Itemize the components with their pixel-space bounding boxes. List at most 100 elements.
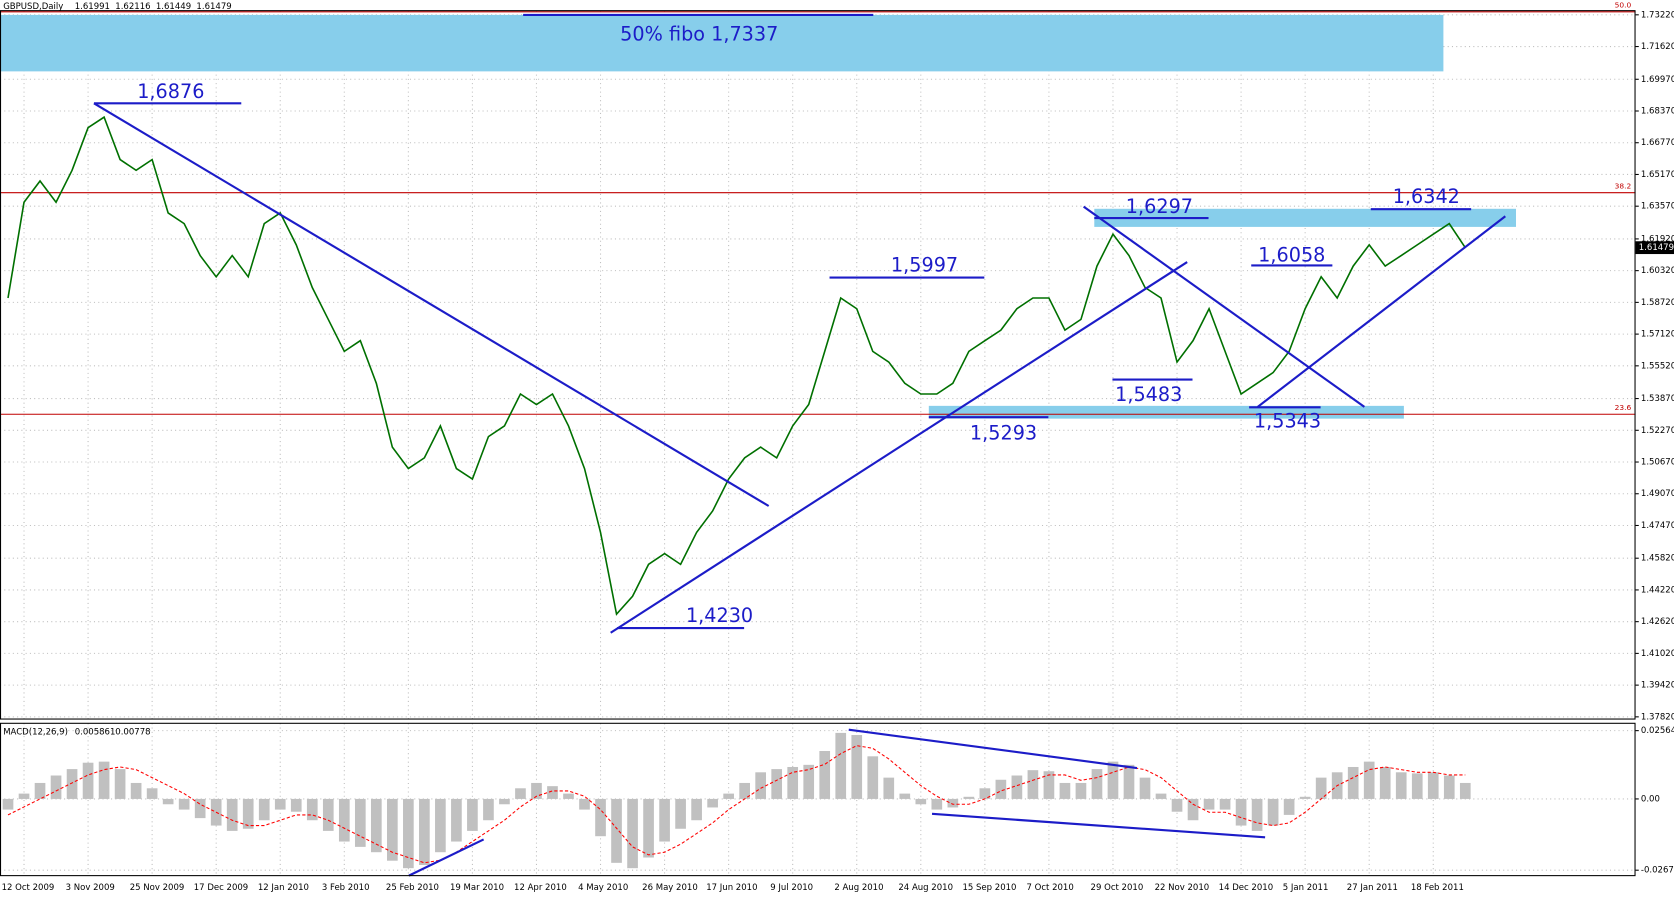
price-level-label: 1,5997 xyxy=(891,253,958,276)
macd-bar xyxy=(483,798,494,821)
x-tick-label: 12 Apr 2010 xyxy=(514,883,567,893)
macd-bar xyxy=(611,798,622,863)
macd-bar xyxy=(34,782,46,799)
macd-bar xyxy=(274,798,286,810)
macd-bar xyxy=(1027,770,1039,799)
price-level-label: 1,6876 xyxy=(137,80,204,103)
macd-bar xyxy=(258,798,270,821)
x-tick-label: 4 May 2010 xyxy=(578,883,628,893)
macd-bar xyxy=(82,762,94,799)
y-tick-label: 1.41020 xyxy=(1641,649,1674,659)
y-tick-label: 1.60320 xyxy=(1641,266,1674,276)
y-tick-label: 1.57120 xyxy=(1641,330,1674,340)
macd-bar xyxy=(435,798,446,853)
trend-line xyxy=(408,838,485,877)
macd-bar xyxy=(995,779,1007,799)
macd-bar xyxy=(755,772,767,799)
macd-title: MACD(12,26,9) xyxy=(3,727,68,737)
macd-bar xyxy=(1171,798,1183,812)
y-tick-label: 1.49070 xyxy=(1641,489,1674,499)
macd-bar xyxy=(1395,772,1407,799)
macd-bar xyxy=(1363,761,1375,799)
macd-bar xyxy=(1219,798,1231,810)
fibo-label: 38.2 xyxy=(1615,181,1632,190)
y-tick-label: 1.66770 xyxy=(1641,138,1674,148)
macd-bar xyxy=(1091,769,1103,799)
trend-lines xyxy=(93,102,1506,877)
macd-bar xyxy=(1267,798,1279,826)
x-tick-label: 19 Mar 2010 xyxy=(450,883,504,893)
y-tick-label: 1.55520 xyxy=(1641,361,1674,371)
macd-bar xyxy=(114,769,126,799)
macd-bar xyxy=(419,798,430,865)
macd-bar xyxy=(563,793,574,799)
macd-bar xyxy=(322,798,334,831)
x-tick-label: 18 Feb 2011 xyxy=(1411,883,1464,893)
trend-line xyxy=(93,102,770,507)
x-tick-label: 17 Jun 2010 xyxy=(706,883,757,893)
macd-bar xyxy=(130,782,142,799)
x-tick-label: 3 Feb 2010 xyxy=(322,883,370,893)
high: 1.62116 xyxy=(115,2,150,12)
y-tick-label: 1.69970 xyxy=(1641,75,1674,85)
macd-bar xyxy=(1011,775,1023,799)
y-tick-label: 1.58720 xyxy=(1641,298,1674,308)
macd-bar xyxy=(1251,798,1263,831)
trend-line xyxy=(1256,215,1506,408)
macd-bar xyxy=(659,798,670,842)
macd-bar xyxy=(403,798,414,869)
x-tick-label: 26 May 2010 xyxy=(642,883,698,893)
macd-bar xyxy=(675,798,686,829)
macd-bar xyxy=(1347,766,1359,799)
open: 1.61991 xyxy=(75,2,110,12)
macd-bar xyxy=(290,798,302,812)
macd-bar xyxy=(354,798,366,847)
macd-bar xyxy=(515,788,526,799)
y-tick-label: 1.47470 xyxy=(1641,521,1674,531)
macd-bar xyxy=(1187,798,1199,821)
macd-bar xyxy=(627,798,638,869)
macd-bar xyxy=(579,798,590,810)
macd-bar xyxy=(338,798,350,842)
macd-bar xyxy=(18,793,30,799)
macd-bar xyxy=(1427,772,1439,799)
y-tick-label: 1.42620 xyxy=(1641,617,1674,627)
macd-bar xyxy=(1123,764,1135,799)
x-tick-label: 3 Nov 2009 xyxy=(66,883,115,893)
macd-bar xyxy=(1043,771,1055,799)
price-level-label: 1,6297 xyxy=(1126,195,1193,218)
x-tick-label: 25 Nov 2009 xyxy=(130,883,185,893)
y-tick-label: 0.025642 xyxy=(1641,726,1674,736)
macd-bar xyxy=(931,798,943,810)
x-tick-label: 22 Nov 2010 xyxy=(1155,883,1210,893)
macd-bar xyxy=(242,798,254,829)
macd-bar xyxy=(1139,777,1151,799)
price-level-label: 1,6342 xyxy=(1393,185,1460,208)
x-tick-label: 27 Jan 2011 xyxy=(1347,883,1398,893)
macd-bar xyxy=(739,782,750,799)
macd-bar xyxy=(691,798,702,821)
fibo-label: 23.6 xyxy=(1615,403,1632,412)
support-zone xyxy=(928,405,1404,419)
x-tick-label: 15 Sep 2010 xyxy=(962,883,1016,893)
macd-bar xyxy=(387,798,398,861)
macd-bar xyxy=(306,798,318,821)
macd-bar xyxy=(226,798,238,831)
macd-bar xyxy=(1443,775,1455,799)
macd-bar xyxy=(1459,782,1471,799)
x-tick-label: 12 Oct 2009 xyxy=(2,883,55,893)
macd-bar xyxy=(1107,761,1119,799)
macd-bar xyxy=(370,798,382,853)
y-tick-label: 1.68370 xyxy=(1641,107,1674,117)
x-tick-label: 14 Dec 2010 xyxy=(1219,883,1273,893)
macd-bar xyxy=(787,766,799,799)
macd-bar xyxy=(66,769,78,799)
macd-bar xyxy=(467,798,478,831)
macd-bar xyxy=(707,798,718,808)
macd-bar xyxy=(899,793,911,799)
price-level-label: 1,5343 xyxy=(1254,410,1321,433)
macd-readout: 0.005861 xyxy=(75,727,116,737)
macd-bar xyxy=(1235,798,1247,826)
trend-line xyxy=(848,728,1138,770)
macd-bar xyxy=(50,775,62,799)
